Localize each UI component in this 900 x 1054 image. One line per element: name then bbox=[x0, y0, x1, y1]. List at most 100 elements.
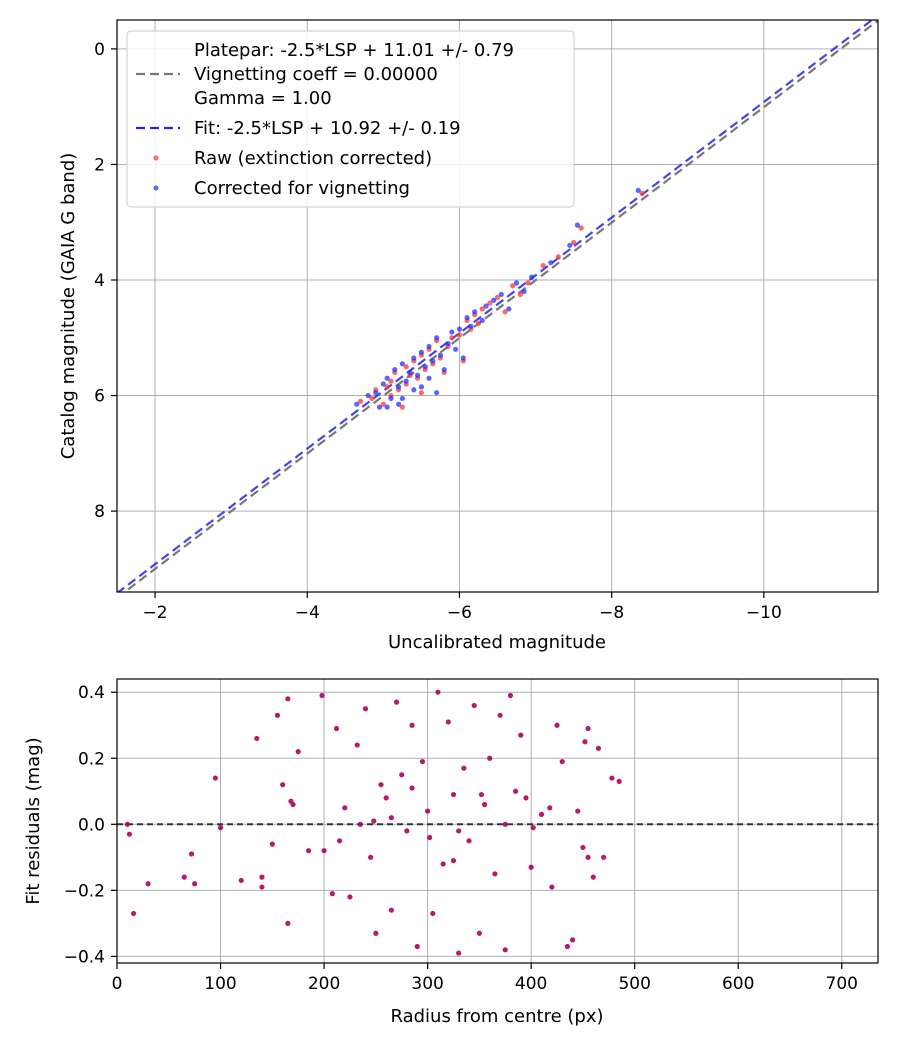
residual-point bbox=[440, 861, 446, 867]
residual-point bbox=[393, 699, 400, 705]
corrected-point bbox=[365, 392, 371, 399]
residual-point bbox=[425, 808, 431, 814]
top-chart-xtick-label: −10 bbox=[746, 603, 782, 623]
residual-point bbox=[564, 943, 570, 950]
raw-point bbox=[357, 398, 364, 404]
corrected-point bbox=[548, 260, 554, 266]
corrected-point bbox=[453, 346, 459, 352]
residual-point bbox=[337, 838, 343, 844]
raw-point bbox=[449, 335, 455, 341]
corrected-point bbox=[498, 291, 504, 298]
residual-point bbox=[269, 841, 275, 847]
raw-point bbox=[380, 401, 386, 407]
residual-point bbox=[181, 874, 187, 880]
corrected-point bbox=[449, 329, 455, 335]
top-chart-xtick-label: −2 bbox=[143, 603, 168, 623]
bottom-chart-xtick-label: 600 bbox=[722, 974, 754, 994]
residual-point bbox=[530, 825, 536, 831]
corrected-point bbox=[464, 314, 470, 321]
residual-point bbox=[478, 791, 485, 798]
corrected-point bbox=[403, 378, 409, 384]
residual-point bbox=[254, 735, 260, 742]
raw-point bbox=[399, 404, 405, 410]
corrected-point bbox=[491, 297, 497, 303]
corrected-point bbox=[445, 340, 451, 347]
top-chart-xtick-label: −4 bbox=[295, 603, 320, 623]
residual-point bbox=[575, 808, 581, 814]
residual-point bbox=[476, 930, 482, 936]
corrected-point bbox=[376, 404, 383, 410]
raw-point bbox=[517, 291, 523, 298]
legend-raw-label: Raw (extinction corrected) bbox=[194, 148, 432, 169]
top-chart-frame bbox=[116, 19, 879, 593]
corrected-point bbox=[430, 358, 436, 364]
corrected-point bbox=[411, 387, 417, 393]
residual-point bbox=[409, 785, 415, 791]
residual-point bbox=[554, 722, 560, 728]
raw-point bbox=[502, 309, 508, 315]
residual-point bbox=[217, 825, 224, 831]
residual-point bbox=[456, 950, 462, 956]
bottom-chart-ticks: 0 100 200 300 400 500 600 700 0.4 0.2 0.0 −0.2 −0.4 bbox=[64, 683, 858, 994]
residual-point bbox=[329, 891, 335, 897]
residual-point bbox=[145, 881, 151, 887]
legend-raw-marker-icon bbox=[153, 155, 159, 161]
bottom-chart-xtick-label: 700 bbox=[826, 974, 858, 994]
residual-point bbox=[321, 848, 327, 854]
residual-point bbox=[487, 755, 493, 761]
legend-vignetting-label: Vignetting coeff = 0.00000 bbox=[194, 64, 438, 85]
top-chart-ticks: −2 −4 −6 −8 −10 0 2 4 6 8 bbox=[94, 40, 782, 623]
bottom-chart-xlabel: Radius from centre (px) bbox=[390, 1006, 603, 1027]
corrected-point bbox=[418, 384, 424, 390]
residual-point bbox=[582, 739, 588, 745]
platepar-line bbox=[122, 20, 878, 592]
corrected-point bbox=[395, 384, 402, 390]
residual-point bbox=[569, 937, 576, 943]
residual-point bbox=[354, 742, 360, 748]
residual-point bbox=[342, 805, 348, 811]
residual-point bbox=[427, 834, 433, 841]
bottom-chart-ytick-label: 0.4 bbox=[78, 683, 105, 703]
residual-point bbox=[274, 712, 281, 718]
corrected-point bbox=[468, 323, 474, 329]
residual-point bbox=[538, 811, 545, 817]
corrected-point bbox=[574, 222, 581, 228]
top-chart-ytick-label: 2 bbox=[94, 155, 105, 175]
top-chart-ytick-label: 4 bbox=[94, 271, 105, 291]
bottom-chart-xtick-label: 300 bbox=[411, 974, 443, 994]
bottom-chart-ytick-label: −0.4 bbox=[64, 947, 105, 967]
residual-point bbox=[347, 894, 353, 900]
residual-point bbox=[409, 722, 415, 728]
residual-point bbox=[238, 877, 244, 884]
residual-point bbox=[466, 838, 472, 844]
bottom-chart-ytick-label: 0.2 bbox=[78, 749, 105, 769]
fit-line bbox=[117, 20, 874, 592]
residual-point bbox=[378, 782, 384, 788]
top-chart-points bbox=[354, 187, 645, 410]
bottom-chart-ytick-label: −0.2 bbox=[64, 881, 105, 901]
residual-point bbox=[595, 745, 602, 751]
residual-point bbox=[549, 884, 555, 890]
residual-point bbox=[130, 910, 137, 917]
raw-point bbox=[384, 384, 390, 390]
residual-point bbox=[445, 719, 451, 725]
residual-point bbox=[295, 749, 301, 755]
corrected-point bbox=[373, 390, 379, 396]
residual-point bbox=[124, 821, 130, 827]
legend-gamma-label: Gamma = 1.00 bbox=[194, 88, 332, 109]
corrected-point bbox=[456, 326, 463, 332]
raw-point bbox=[456, 332, 463, 338]
corrected-point bbox=[354, 401, 360, 407]
residual-point bbox=[290, 801, 296, 808]
legend-box bbox=[126, 30, 575, 208]
raw-point bbox=[555, 254, 561, 260]
residual-point bbox=[357, 821, 363, 827]
corrected-point bbox=[529, 274, 535, 280]
residual-point bbox=[399, 772, 405, 778]
residual-point bbox=[616, 778, 622, 784]
residual-point bbox=[419, 758, 426, 765]
residual-point bbox=[580, 844, 586, 851]
residual-point bbox=[609, 775, 615, 781]
